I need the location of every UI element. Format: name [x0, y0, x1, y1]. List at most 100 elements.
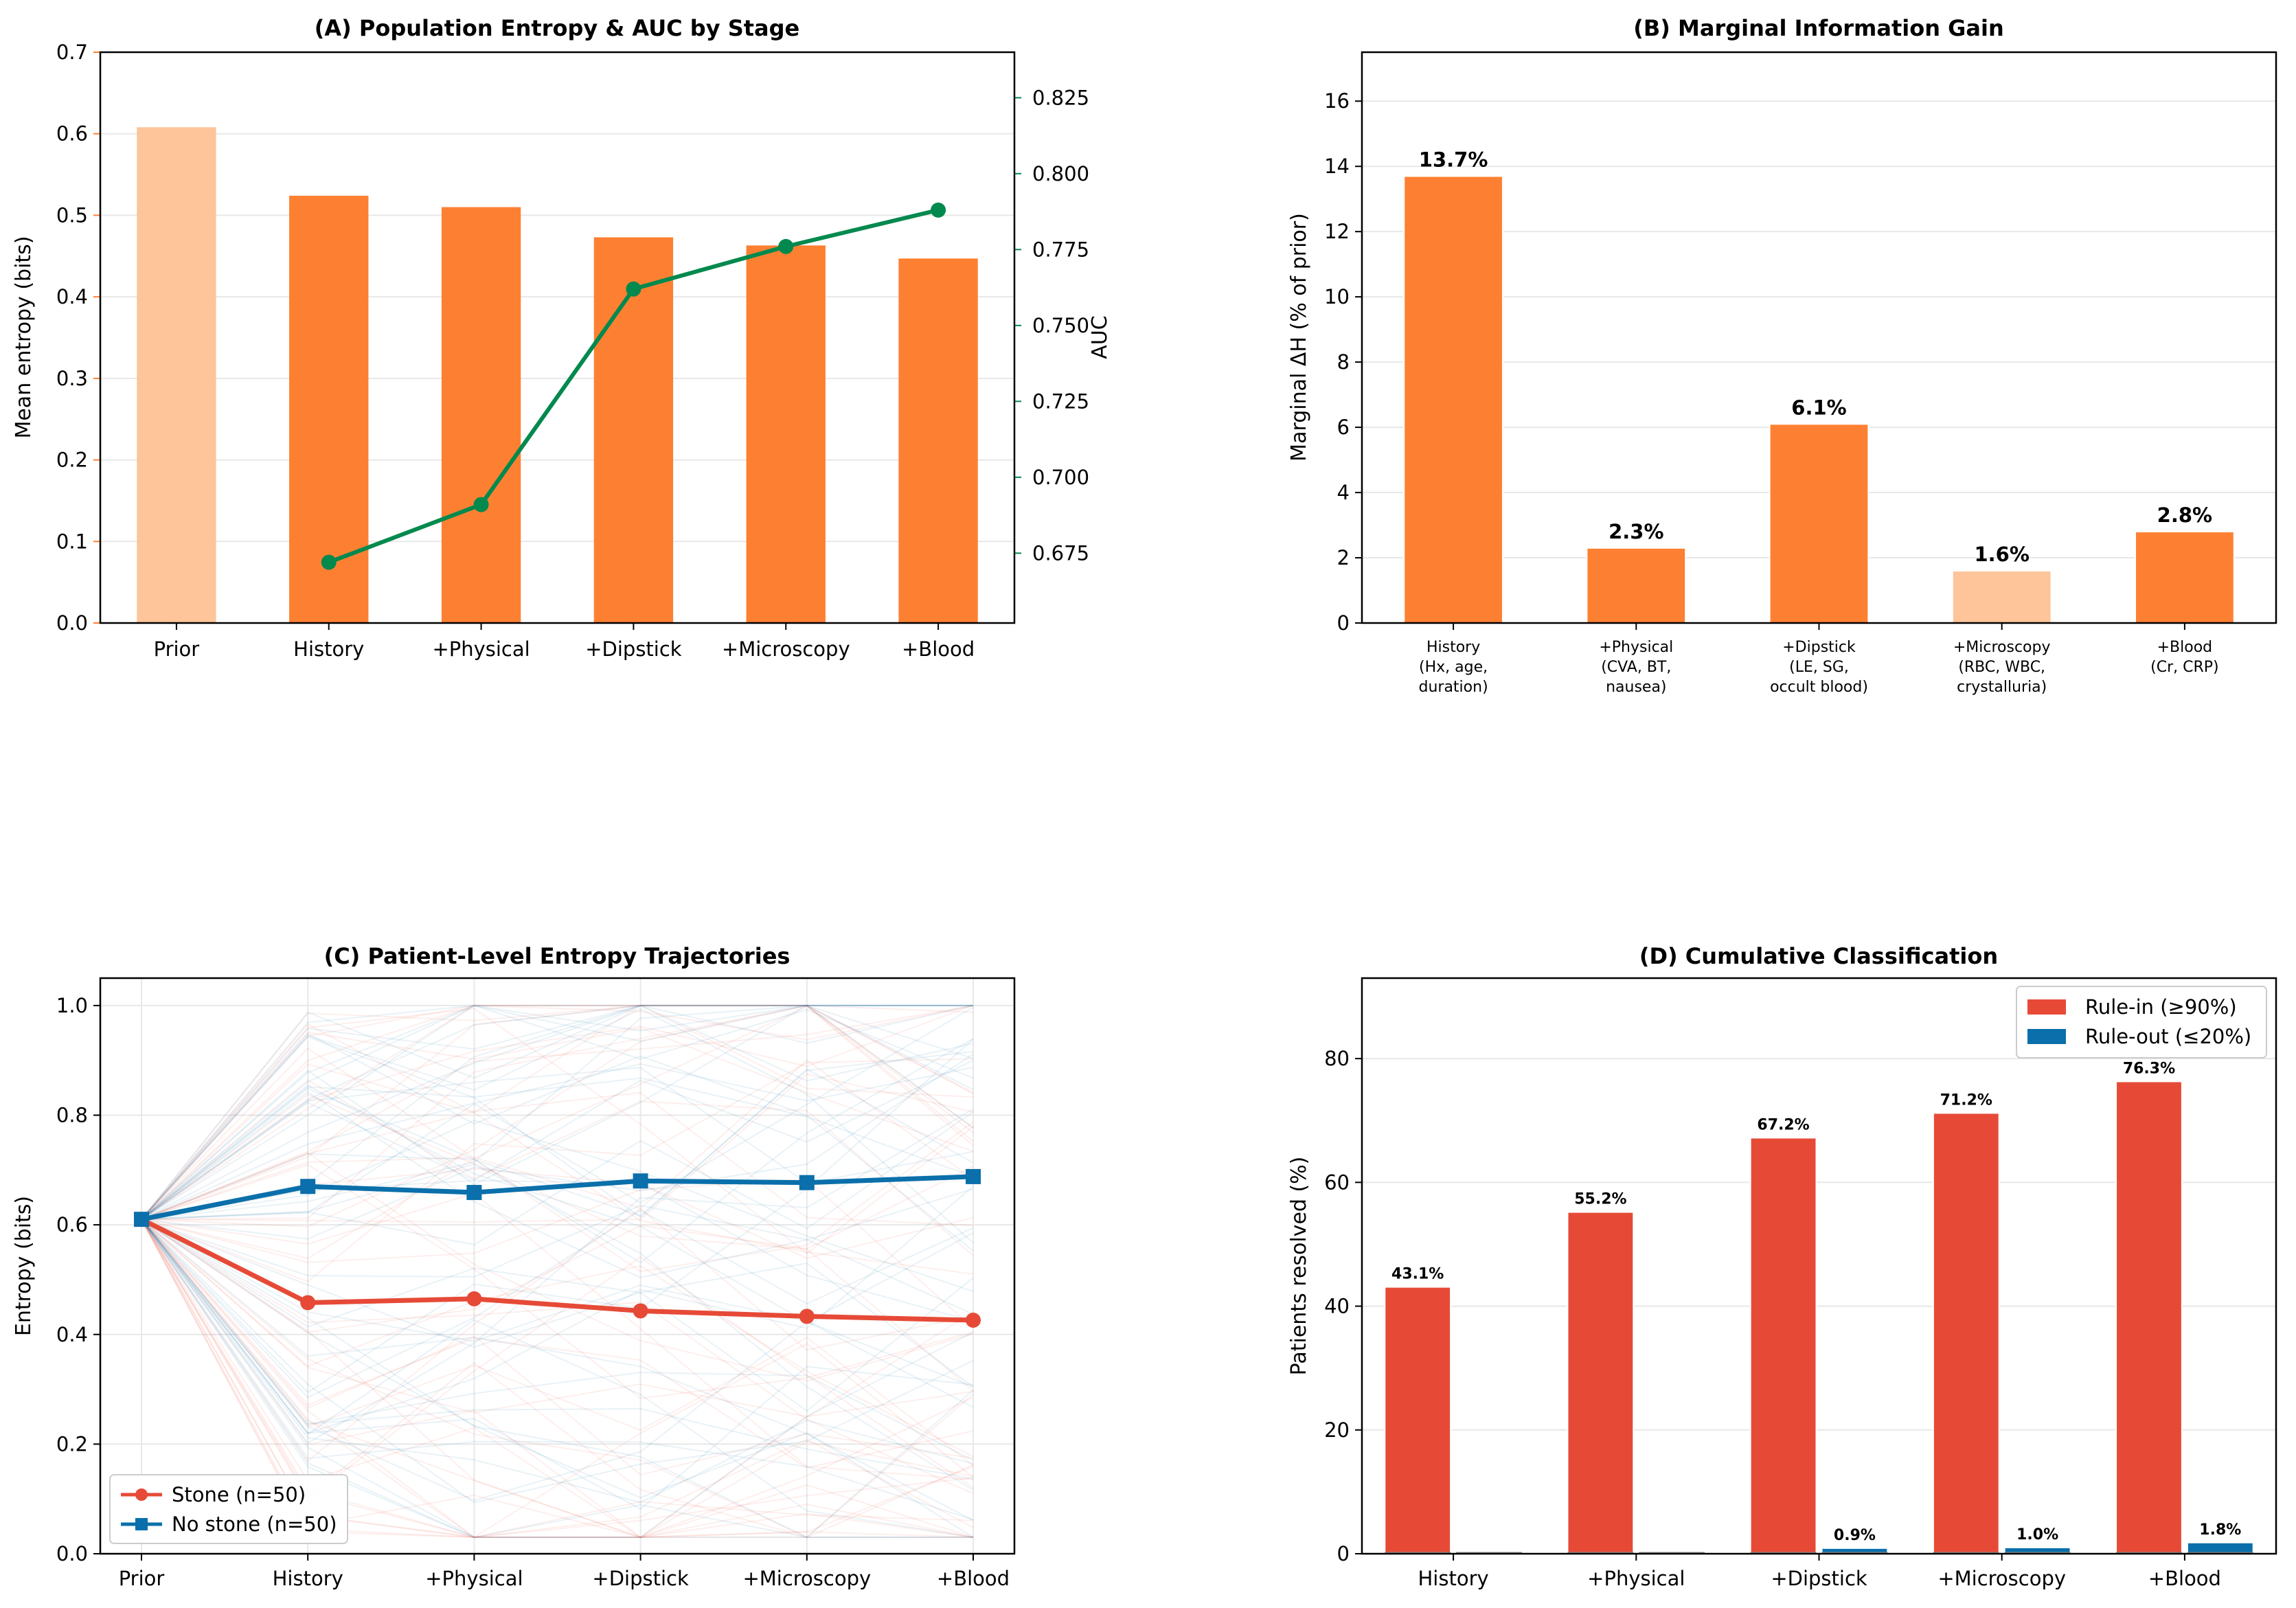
x-tick-label: Prior	[154, 637, 200, 661]
y-tick-label: 0	[1337, 1542, 1350, 1565]
patient-trajectory	[141, 1219, 974, 1418]
patient-trajectory	[141, 1008, 974, 1244]
gain-bar	[1403, 175, 1503, 624]
patient-trajectory	[141, 1219, 974, 1538]
patient-trajectory	[141, 1067, 974, 1220]
y-tick-label: 0.6	[56, 1213, 88, 1236]
legend-nostone-label: No stone (n=50)	[172, 1513, 337, 1536]
patient-trajectory	[141, 1119, 974, 1293]
no-stone-mean-point	[134, 1212, 149, 1227]
patient-trajectory	[141, 1004, 973, 1221]
y-tick-label: 0.2	[56, 449, 88, 472]
panel-b-frame	[1361, 51, 2277, 624]
x-tick-label: +Blood	[2148, 1567, 2221, 1590]
gain-bar	[1586, 547, 1687, 624]
no-stone-mean-point	[633, 1173, 648, 1189]
stone-mean-point	[966, 1313, 981, 1328]
x-tick-label: +Blood	[937, 1567, 1010, 1590]
panel-b-bars: 13.7% 2.3% 6.1% 1.6% 2.8%	[1403, 148, 2235, 624]
y-tick-label: 0.0	[56, 1542, 88, 1565]
patient-trajectory	[141, 1219, 974, 1408]
patient-trajectory	[141, 1004, 974, 1220]
y-tick-label: 0.7	[56, 41, 88, 64]
y-tick-label: 80	[1324, 1047, 1350, 1070]
y-tick-label: 0.6	[56, 122, 88, 146]
x-tick-label: +Blood	[2157, 639, 2213, 656]
panel-c-grid	[100, 978, 1014, 1554]
patient-trajectory	[141, 1219, 974, 1388]
patient-trajectory	[141, 1038, 974, 1394]
y-tick-label: 60	[1324, 1170, 1350, 1194]
patient-trajectory	[141, 1219, 973, 1539]
rule-in-bar	[1384, 1286, 1452, 1555]
patient-trajectory	[141, 1004, 973, 1220]
y2-tick-label: 0.825	[1032, 86, 1089, 109]
legend-box	[109, 1474, 348, 1544]
patient-trajectory	[141, 1219, 974, 1539]
x-tick-label: +Microscopy	[1953, 639, 2051, 656]
y-tick-label: 16	[1324, 89, 1350, 113]
patient-trajectory	[141, 1059, 974, 1221]
panel-d-y-axis-label: Patients resolved (%)	[1287, 1157, 1311, 1376]
patient-trajectory	[141, 1219, 974, 1500]
patient-trajectory	[141, 1219, 974, 1539]
patient-trajectory	[141, 1192, 974, 1480]
x-tick-label: (CVA, BT,	[1601, 659, 1671, 676]
x-tick-label: History	[1418, 1567, 1489, 1590]
patient-trajectory	[141, 1004, 974, 1220]
patient-trajectory	[141, 1004, 974, 1221]
patient-trajectory	[141, 1219, 974, 1539]
patient-trajectory	[141, 1219, 974, 1521]
patient-trajectory	[141, 1219, 974, 1461]
x-tick-label: duration)	[1419, 679, 1488, 696]
patient-trajectory	[141, 1004, 974, 1220]
patient-trajectory	[141, 1053, 974, 1240]
patient-trajectory	[141, 1063, 974, 1221]
patient-trajectory	[141, 1004, 974, 1221]
stone-mean-point	[300, 1295, 316, 1311]
x-tick-label: (RBC, WBC,	[1958, 659, 2045, 676]
panel-d-title: (D) Cumulative Classification	[1639, 943, 1998, 969]
patient-trajectory	[141, 1004, 974, 1220]
patient-trajectory	[141, 1008, 974, 1254]
bar-value-label: 6.1%	[1791, 396, 1846, 419]
patient-trajectory	[141, 1219, 974, 1539]
y-tick-label: 14	[1324, 155, 1350, 178]
x-tick-label: +Dipstick	[1782, 639, 1856, 656]
gain-bar	[1951, 570, 2052, 624]
panel-d-axes: 0 20 40 60 80 History +Physical +Dipstick +Micro…	[1324, 1047, 2221, 1590]
patient-trajectory	[141, 1219, 974, 1539]
x-tick-label: (Cr, CRP)	[2150, 659, 2218, 676]
patient-trajectory	[141, 1209, 974, 1398]
patient-trajectory	[141, 1004, 973, 1220]
bar-value-label: 43.1%	[1391, 1266, 1444, 1283]
patient-trajectory	[141, 1004, 974, 1220]
panel-c-axes: 0.0 0.2 0.4 0.6 0.8 1.0 Prior History +Physical +…	[56, 994, 1010, 1590]
y2-tick-label: 0.725	[1032, 389, 1089, 413]
patient-trajectory	[141, 1219, 974, 1469]
patient-trajectory	[141, 1079, 974, 1256]
x-tick-label: +Microscopy	[1937, 1567, 2066, 1590]
y-tick-label: 0.5	[56, 203, 88, 227]
bar-value-label: 2.3%	[1609, 520, 1663, 543]
patient-trajectory	[141, 1219, 974, 1480]
patient-trajectory	[141, 1164, 974, 1399]
patient-trajectory	[141, 1004, 974, 1220]
patient-trajectory	[141, 1219, 974, 1495]
patient-trajectory	[141, 1219, 974, 1539]
y-tick-label: 0	[1337, 611, 1350, 635]
legend-rule-out-label: Rule-out (≤20%)	[2085, 1025, 2251, 1048]
x-tick-label: +Dipstick	[592, 1567, 689, 1590]
y-tick-label: 0.1	[56, 530, 88, 553]
y-tick-label: 0.3	[56, 367, 88, 390]
no-stone-mean-line	[141, 1174, 974, 1222]
patient-trajectory	[141, 1004, 974, 1227]
patient-trajectory	[141, 1219, 974, 1510]
patient-trajectory	[141, 1091, 974, 1227]
x-tick-label: +Blood	[902, 637, 975, 661]
panel-d-bars: 43.1% 55.2% 67.2% 71.2% 76.3% 0.9% 1.0% 1.8%	[1384, 1060, 2254, 1555]
patient-trajectory	[141, 1111, 974, 1246]
bar-value-label: 0.9%	[1834, 1527, 1876, 1544]
patient-trajectory	[141, 1208, 974, 1462]
panel-a-entropy-auc: (A) Population Entropy & AUC by Stage 0.…	[12, 15, 1112, 661]
